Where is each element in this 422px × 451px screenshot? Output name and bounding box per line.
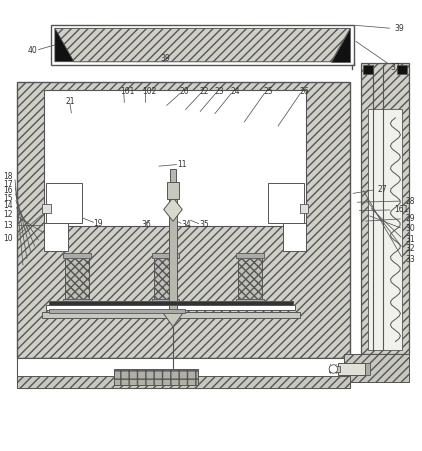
Text: 12: 12 <box>3 211 13 220</box>
Text: 39: 39 <box>395 24 404 33</box>
Text: 33: 33 <box>405 255 415 264</box>
Bar <box>44 223 68 251</box>
Text: 24: 24 <box>230 87 240 96</box>
Bar <box>152 299 179 304</box>
Text: 161: 161 <box>395 205 409 214</box>
Bar <box>44 91 306 226</box>
Bar <box>268 183 304 223</box>
Bar <box>65 255 89 304</box>
Bar <box>344 354 409 382</box>
Polygon shape <box>331 28 350 62</box>
Text: 40: 40 <box>27 46 37 55</box>
Bar <box>338 363 365 375</box>
Text: 20: 20 <box>179 87 189 96</box>
Bar <box>46 305 295 310</box>
Bar <box>368 110 402 350</box>
Text: 27: 27 <box>378 185 387 194</box>
Bar <box>152 253 179 258</box>
Text: 101: 101 <box>120 87 135 96</box>
Bar <box>238 255 262 304</box>
Text: 29: 29 <box>405 214 415 223</box>
Text: 25: 25 <box>264 87 273 96</box>
Text: 102: 102 <box>143 87 157 96</box>
Text: 13: 13 <box>3 221 13 230</box>
Polygon shape <box>164 198 182 221</box>
Text: 35: 35 <box>199 220 209 229</box>
Polygon shape <box>55 28 74 62</box>
Text: 15: 15 <box>3 193 13 202</box>
Bar <box>17 376 350 388</box>
Bar <box>46 183 82 223</box>
Text: 17: 17 <box>3 179 13 189</box>
Bar <box>397 65 407 74</box>
Text: 39: 39 <box>160 54 170 63</box>
Text: 19: 19 <box>93 219 103 228</box>
Text: 26: 26 <box>300 87 309 96</box>
Text: 23: 23 <box>215 87 225 96</box>
Bar <box>283 223 306 251</box>
Text: 28: 28 <box>405 197 415 206</box>
Bar <box>363 65 373 74</box>
Bar <box>17 359 350 388</box>
Text: 18: 18 <box>3 172 13 181</box>
Text: 14: 14 <box>3 201 13 210</box>
Text: 11: 11 <box>177 160 187 169</box>
Text: 10: 10 <box>3 234 13 243</box>
Bar <box>49 309 186 313</box>
Bar <box>63 253 91 258</box>
Circle shape <box>329 365 338 373</box>
Text: 30: 30 <box>405 225 415 233</box>
Bar <box>236 299 264 304</box>
Bar <box>365 363 370 375</box>
Bar <box>63 299 91 304</box>
Bar <box>42 204 51 213</box>
Bar <box>114 368 198 385</box>
Text: 37: 37 <box>390 63 400 72</box>
Bar <box>49 301 293 305</box>
Bar <box>170 170 176 182</box>
Bar <box>51 25 354 65</box>
Bar <box>167 182 179 199</box>
Text: 16: 16 <box>3 186 13 195</box>
Bar <box>236 253 264 258</box>
Bar <box>361 63 409 354</box>
Text: 21: 21 <box>65 97 75 106</box>
Bar <box>344 354 409 382</box>
Bar <box>169 189 177 312</box>
Text: 22: 22 <box>200 87 209 96</box>
Text: 36: 36 <box>141 220 151 229</box>
Text: 34: 34 <box>181 220 191 229</box>
Bar <box>42 313 300 318</box>
Bar <box>17 82 350 359</box>
Bar <box>154 255 177 304</box>
Polygon shape <box>55 28 350 62</box>
Bar <box>300 204 308 213</box>
Text: 32: 32 <box>405 244 415 253</box>
Bar <box>329 366 340 372</box>
Polygon shape <box>162 312 184 327</box>
Text: 31: 31 <box>405 235 415 244</box>
